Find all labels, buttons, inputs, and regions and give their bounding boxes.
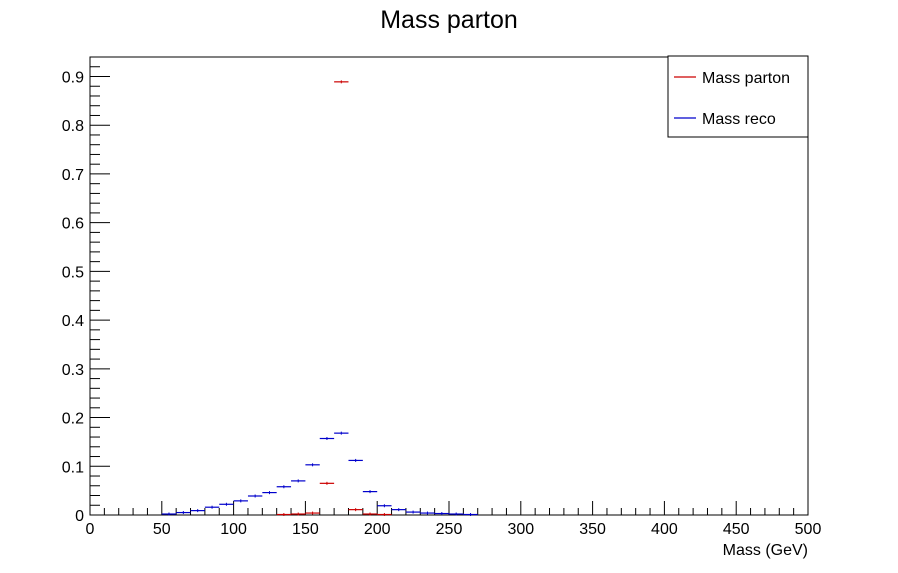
legend-label: Mass reco (702, 111, 776, 128)
x-axis: 0 50 100 150 200 250 300 350 400 450 500 (86, 501, 822, 538)
x-tick-label: 300 (507, 521, 534, 538)
x-tick-label: 100 (220, 521, 247, 538)
x-tick-label: 50 (153, 521, 171, 538)
y-tick-label: 0.8 (62, 118, 84, 135)
y-tick-label: 0.5 (62, 264, 84, 281)
y-tick-label: 0.3 (62, 362, 84, 379)
x-tick-label: 400 (651, 521, 678, 538)
x-tick-label: 200 (364, 521, 391, 538)
x-axis-label: Mass (GeV) (723, 542, 808, 559)
legend-box (667, 55, 809, 138)
series-mass-parton (276, 80, 392, 517)
legend: Mass parton Mass reco (667, 55, 809, 138)
x-tick-label: 450 (723, 521, 750, 538)
legend-label: Mass parton (702, 70, 790, 87)
y-tick-label: 0 (75, 508, 84, 525)
y-tick-label: 0.6 (62, 216, 84, 233)
series-layer (161, 80, 478, 517)
x-tick-label: 0 (86, 521, 95, 538)
y-tick-label: 0.9 (62, 69, 84, 86)
x-tick-label: 150 (292, 521, 319, 538)
y-tick-label: 0.4 (62, 313, 84, 330)
y-tick-label: 0.1 (62, 459, 84, 476)
y-axis: 0 0.1 0.2 0.3 0.4 0.5 0.6 0.7 0.8 0.9 (62, 56, 110, 525)
y-tick-label: 0.2 (62, 411, 84, 428)
x-tick-label: 500 (795, 521, 822, 538)
series-mass-reco (161, 431, 478, 517)
chart-title: Mass parton (380, 6, 518, 34)
x-tick-label: 250 (436, 521, 463, 538)
y-tick-label: 0.7 (62, 167, 84, 184)
x-tick-label: 350 (579, 521, 606, 538)
